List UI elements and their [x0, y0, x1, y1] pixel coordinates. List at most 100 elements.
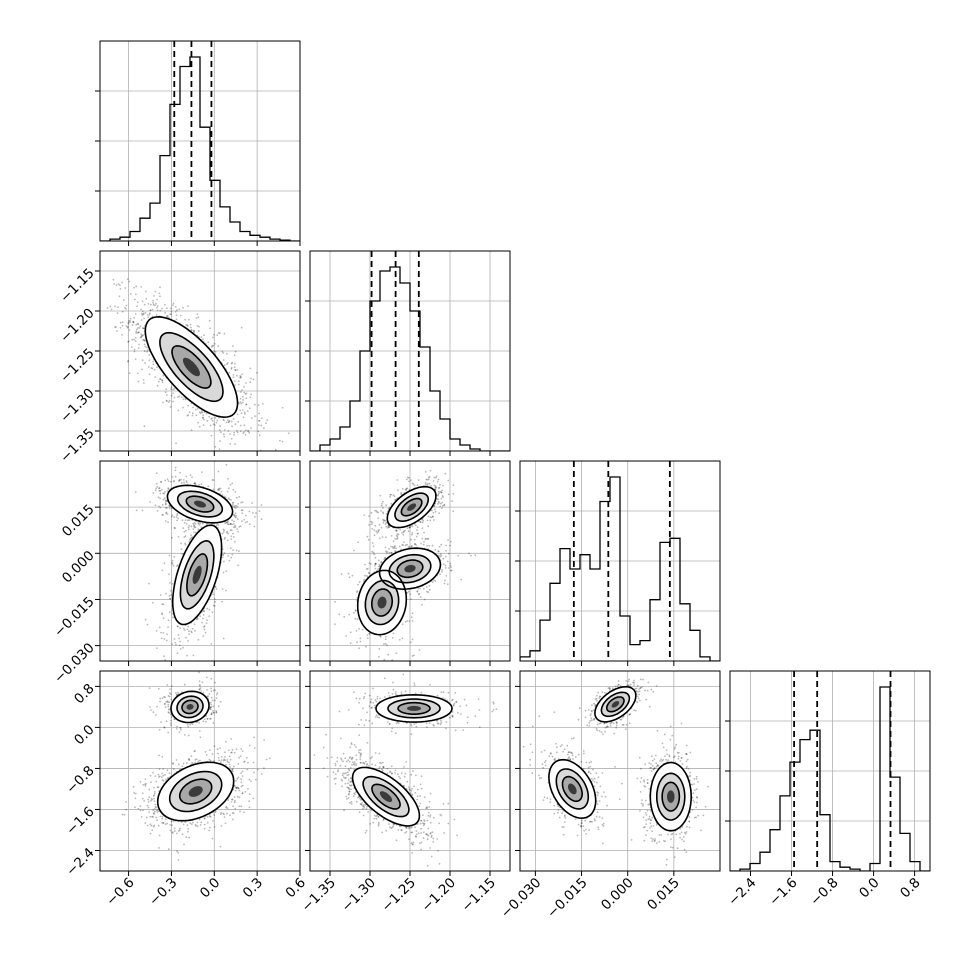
sample-point [227, 421, 230, 424]
sample-point [237, 383, 240, 386]
sample-point [334, 623, 336, 626]
sample-point [233, 433, 236, 436]
sample-point [402, 533, 405, 536]
sample-point [265, 422, 267, 424]
sample-point [143, 339, 146, 342]
sample-point [203, 418, 205, 421]
sample-point [142, 334, 144, 336]
sample-point [395, 529, 398, 532]
sample-point [415, 524, 417, 527]
sample-point [389, 496, 391, 498]
sample-point [241, 501, 244, 503]
sample-point [167, 731, 170, 734]
sample-point [436, 480, 439, 483]
sample-point [356, 591, 358, 593]
sample-point [354, 617, 357, 620]
sample-point [229, 529, 232, 532]
sample-point [403, 541, 405, 543]
sample-point [215, 693, 218, 696]
y-tick-label: −1.25 [57, 345, 98, 386]
contour-line [159, 331, 224, 403]
sample-point [396, 538, 398, 540]
sample-point [377, 529, 380, 532]
sample-point [238, 495, 241, 498]
sample-point [223, 332, 226, 335]
sample-point [187, 526, 190, 529]
sample-point [136, 323, 139, 325]
sample-point [146, 350, 148, 353]
sample-point [168, 399, 171, 402]
sample-point [159, 489, 162, 492]
sample-point [375, 563, 377, 565]
sample-point [154, 290, 157, 293]
sample-point [424, 538, 427, 541]
sample-point [218, 332, 221, 335]
sample-point [125, 308, 127, 310]
sample-point [377, 568, 379, 571]
contour-line [396, 559, 424, 579]
sample-point [239, 376, 242, 379]
sample-point [170, 310, 173, 313]
sample-point [190, 536, 193, 539]
sample-point [216, 419, 219, 422]
sample-point [162, 374, 165, 377]
sample-point [140, 286, 143, 288]
sample-point [370, 511, 373, 514]
sample-point [118, 295, 121, 298]
sample-point [441, 570, 443, 573]
sample-point [241, 373, 243, 376]
sample-point [167, 480, 170, 483]
sample-point [245, 392, 248, 395]
sample-point [193, 531, 195, 534]
sample-point [378, 529, 381, 531]
sample-point [418, 592, 421, 595]
sample-point [242, 401, 244, 404]
sample-point [395, 529, 398, 532]
sample-point [217, 488, 220, 490]
sample-point [474, 554, 477, 557]
sample-point [255, 512, 257, 515]
sample-point [222, 571, 225, 574]
sample-point [189, 537, 192, 540]
sample-point [419, 587, 422, 590]
sample-point [203, 610, 205, 613]
sample-point [177, 625, 179, 628]
sample-point [179, 640, 181, 643]
sample-point [440, 491, 443, 494]
sample-point [178, 644, 181, 647]
sample-point [432, 519, 435, 521]
sample-point [234, 526, 237, 528]
sample-point [200, 410, 203, 413]
sample-point [426, 519, 429, 522]
sample-point [179, 648, 182, 650]
sample-point [438, 487, 440, 489]
sample-point [124, 306, 126, 309]
sample-point [246, 520, 249, 523]
sample-point [186, 654, 188, 657]
sample-point [447, 539, 449, 541]
sample-point [180, 542, 182, 545]
sample-point [239, 409, 242, 412]
sample-point [206, 619, 208, 621]
sample-point [231, 482, 234, 485]
panel-content [100, 251, 300, 451]
sample-point [437, 478, 440, 481]
sample-point [180, 728, 182, 731]
sample-point [205, 676, 208, 679]
sample-point [171, 582, 174, 585]
sample-point [198, 688, 201, 691]
sample-point [227, 478, 229, 480]
sample-point [172, 392, 174, 395]
sample-point [395, 547, 397, 550]
sample-point [136, 328, 138, 331]
sample-point [160, 480, 163, 483]
sample-point [361, 628, 364, 631]
sample-point [408, 546, 411, 548]
sample-point [238, 550, 240, 553]
sample-point [236, 413, 239, 416]
sample-point [190, 329, 193, 331]
sample-point [427, 537, 429, 540]
sample-point [247, 430, 249, 432]
sample-point [186, 723, 189, 726]
sample-point [129, 321, 131, 324]
